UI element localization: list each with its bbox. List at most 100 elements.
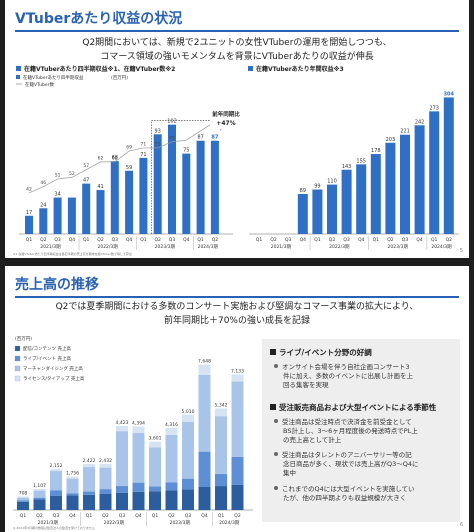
chart-heading: 在籍VTuberあたり四半期収益※1、在籍VTuber数※2 — [24, 65, 175, 73]
x-group-label: 2023/3期 — [388, 244, 409, 250]
bar-mark — [341, 169, 352, 234]
stack-segment — [99, 463, 112, 468]
bullet-text: 受注商品はタレントのアニバーサリー等の記 — [282, 451, 412, 459]
bullet-text: 受注商品は受注時点で決済金を前受金として — [282, 418, 412, 426]
heading-square — [16, 66, 21, 71]
total-value-label: 3,601 — [149, 436, 162, 442]
stack-segment — [99, 493, 112, 510]
x-group-label: 2021/3期 — [40, 244, 61, 250]
quarterly-revenue-chart: 在籍VTuberあたり四半期収益※1、在籍VTuber数※2 在籍VTuberあ… — [13, 65, 242, 256]
bar-value-label: 87 — [197, 135, 203, 141]
bullet-text-cont: 集中 — [283, 469, 296, 477]
bar-value-label: 47 — [83, 178, 89, 184]
stack-segment — [149, 491, 161, 510]
x-tick-label: Q2 — [40, 237, 47, 243]
total-value-label: 4,394 — [132, 421, 145, 427]
x-tick-label: Q4 — [201, 513, 208, 519]
bullet-text-cont: の売上高として計上 — [283, 436, 342, 444]
x-tick-label: Q2 — [387, 237, 394, 243]
bar-value-label: 24 — [40, 202, 46, 208]
stack-segment — [66, 476, 79, 479]
x-group-label: 2024/3期 — [431, 244, 452, 250]
line-value-label: 57 — [83, 163, 89, 169]
stack-segment — [17, 496, 29, 498]
bar-value-label: 304 — [444, 91, 455, 97]
total-value-label: 708 — [19, 491, 28, 497]
bar-mark — [168, 124, 176, 234]
bar-value-label: 178 — [371, 148, 381, 154]
stack-segment — [182, 414, 194, 423]
stack-segment — [215, 408, 227, 417]
x-group-label: 2022/3期 — [104, 520, 125, 526]
footnote: ※ 2021年3月期の数値は監査法人の監査を受けておりません — [13, 525, 95, 530]
bar-mark — [356, 164, 367, 234]
x-tick-label: Q1 — [314, 237, 321, 243]
x-tick-label: Q4 — [358, 237, 365, 243]
vtuber-count-line — [28, 121, 216, 194]
lead-line-2: コマース領域の強いモメンタムを背景にVTuberあたりの収益が伸長 — [100, 52, 374, 62]
stack-segment — [83, 463, 95, 468]
bar-value-label: 155 — [356, 158, 366, 164]
x-tick-label: Q4 — [183, 237, 190, 243]
line-value-label: 69 — [126, 145, 132, 151]
commentary-panel: ライブ/イベント分野の好調 オンサイト会場を伴う自社企画コンサート3 件に加え、… — [262, 339, 460, 522]
bullet-dot — [274, 419, 278, 423]
bullet-text-cont: たが、他の四半期よりも収益規模が大きく — [283, 494, 407, 502]
slide-title: 売上高の推移 — [15, 277, 99, 293]
stack-segment — [50, 469, 62, 472]
chart-heading: 在籍VTuberあたり年間収益※3 — [256, 65, 344, 73]
legend-swatch — [14, 375, 21, 382]
line-value-label: 75 — [169, 135, 175, 141]
x-group-label: 2021/3期 — [38, 520, 59, 526]
bar-mark — [429, 111, 440, 234]
stack-segment — [50, 490, 62, 496]
x-tick-label: Q1 — [152, 513, 159, 519]
stack-segment — [132, 432, 145, 483]
x-tick-label: Q4 — [69, 237, 76, 243]
annual-revenue-chart: 在籍VTuberあたり年間収益※3 89 99 110 143 155 178 203 221… — [248, 65, 459, 250]
x-tick-label: Q1 — [256, 237, 263, 243]
bar-mark — [385, 142, 396, 234]
bar-value-label: 203 — [386, 137, 396, 143]
slide-vtuber-revenue: VTuberあたり収益の状況 Q2期間においては、新規で2ユニットの女性VTub… — [5, 0, 469, 258]
panel-bullet-2: 受注商品は受注時点で決済金を前受金として — [274, 418, 454, 427]
x-group-label: 2024/3期 — [219, 520, 240, 526]
lead-line-1: Q2では夏季期間における多数のコンサート実施および堅調なコマース事業の拡大により… — [55, 302, 419, 312]
stack-segment — [99, 489, 112, 494]
bar-value-label: 41 — [97, 184, 103, 190]
x-tick-label: Q3 — [54, 237, 61, 243]
slide-title: VTuberあたり収益の状況 — [15, 11, 183, 27]
footnote: ※1 在籍VTuberあたり四半期収益は各四半期の売上高を期末在籍VTuber数… — [13, 251, 132, 256]
bar-value-label: 89 — [300, 188, 306, 194]
legend-swatch — [14, 365, 21, 372]
x-tick-label: Q1 — [83, 237, 90, 243]
stack-segment — [182, 489, 194, 510]
yoy-value: +47% — [216, 120, 235, 127]
bullet-text-cont: BS計上し、3〜6ヶ月程度後の発送時点でPL上 — [283, 427, 418, 435]
line-value-label: 46 — [40, 180, 46, 186]
stack-segment — [116, 492, 128, 510]
stack-segment — [215, 416, 227, 474]
bar-mark — [210, 140, 219, 234]
stack-segment — [165, 434, 178, 483]
x-tick-label: Q3 — [119, 513, 126, 519]
lead-line-1: Q2期間においては、新規で2ユニットの女性VTuberの運用を開始しつつも、 — [82, 38, 392, 48]
stack-segment — [116, 486, 128, 493]
line-value-label: 71 — [155, 141, 161, 147]
yoy-label: 前年同期比 — [212, 110, 240, 118]
total-value-label: 2,152 — [50, 463, 63, 469]
x-tick-label: Q1 — [20, 513, 27, 519]
x-tick-label: Q2 — [270, 237, 277, 243]
line-value-label: 62 — [112, 155, 118, 161]
title-underline — [15, 296, 459, 298]
panel-heading-live-text: ライブ/イベント分野の好調 — [279, 348, 372, 357]
stack-segment — [198, 451, 211, 488]
stack-segment — [149, 486, 161, 492]
stack-segment — [132, 482, 145, 492]
x-group-label: 2022/3期 — [97, 244, 118, 250]
x-tick-label: Q3 — [112, 237, 119, 243]
total-value-label: 5,342 — [215, 403, 228, 409]
lead-line-2: 前年同期比＋70%の強い成長を記録 — [163, 316, 310, 326]
bar-mark — [53, 197, 62, 234]
x-tick-label: Q1 — [86, 513, 93, 519]
